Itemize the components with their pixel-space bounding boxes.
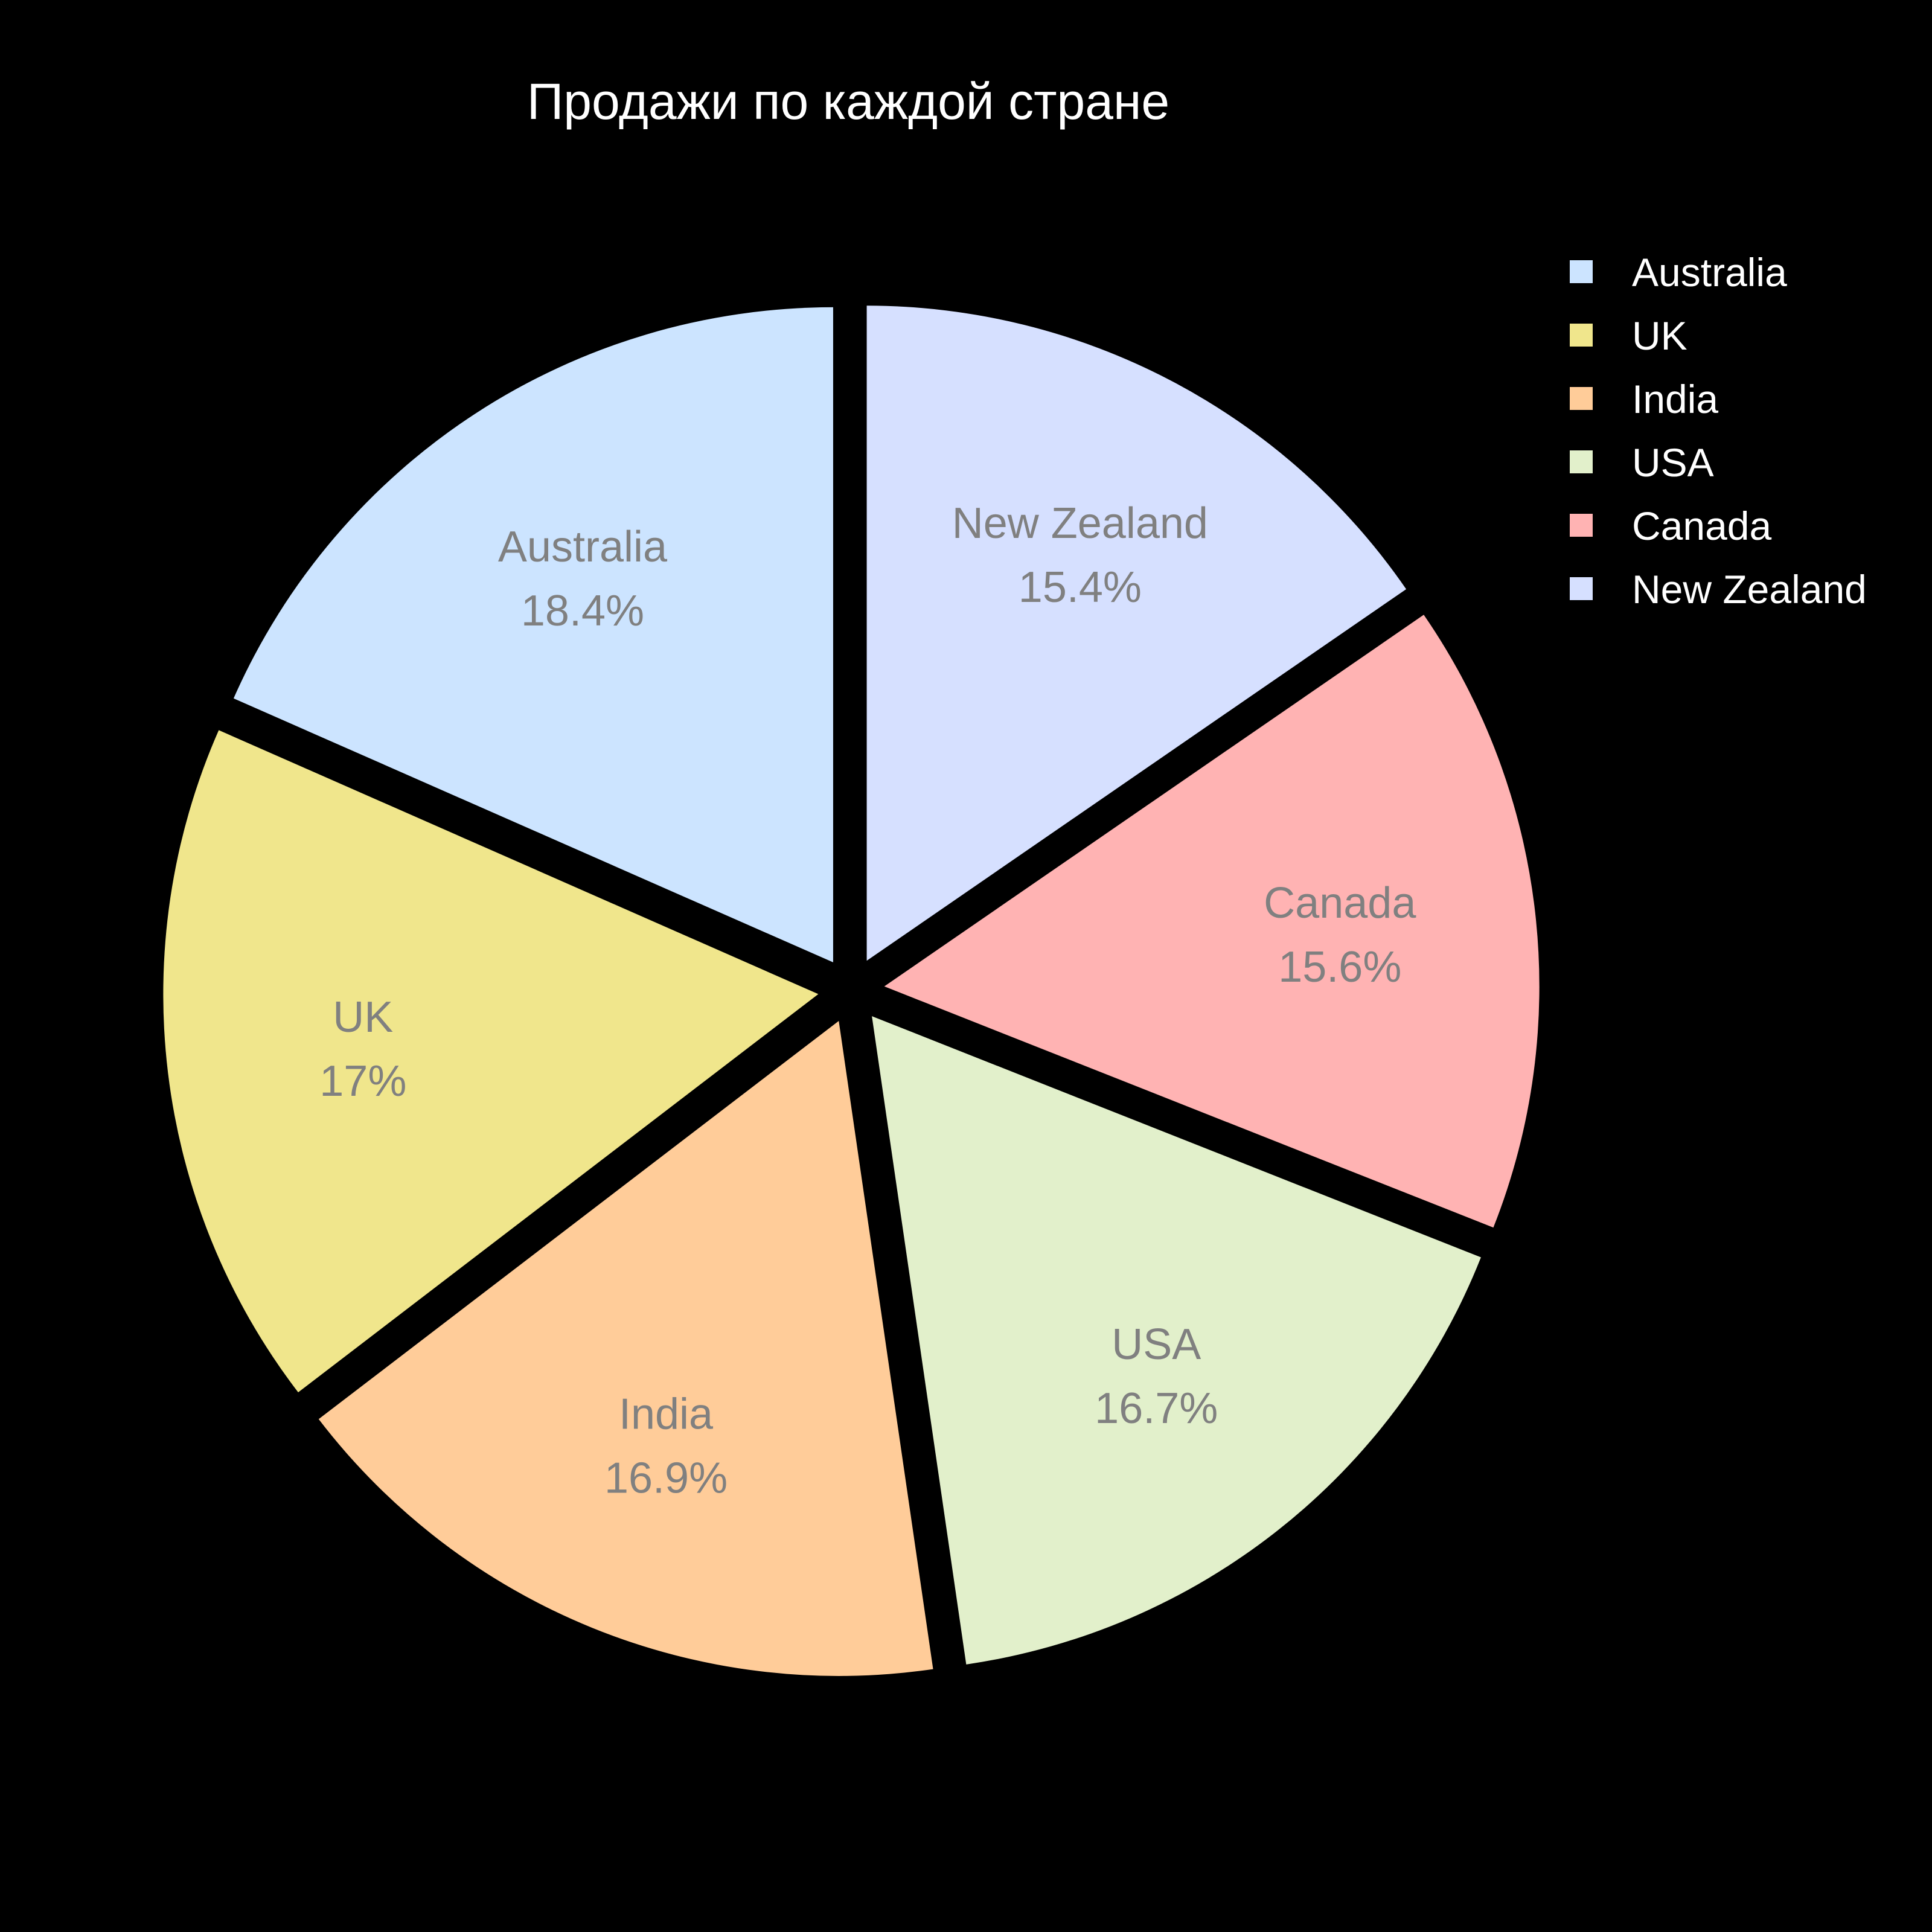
slice-name-label: UK [333, 993, 393, 1041]
legend-swatch [1570, 577, 1593, 600]
legend-swatch [1570, 387, 1593, 410]
legend-swatch [1570, 260, 1593, 283]
slice-name-label: USA [1112, 1320, 1201, 1369]
legend-item-australia: Australia [1570, 250, 1787, 295]
slice-percent-label: 16.9% [604, 1454, 728, 1502]
slice-labels-layer: Australia 18.4% UK 17% India 16.9% USA 16.7% Can… [319, 499, 1416, 1502]
legend-label: USA [1632, 440, 1714, 485]
legend-item-canada: Canada [1570, 504, 1771, 548]
slices-layer [163, 305, 1540, 1676]
slice-name-label: Australia [498, 523, 668, 571]
legend-item-usa: USA [1570, 440, 1714, 485]
legend-label: New Zealand [1632, 567, 1867, 612]
legend-label: Australia [1632, 250, 1787, 295]
legend-label: Canada [1632, 504, 1771, 548]
slice-percent-label: 18.4% [521, 587, 644, 635]
pie-slice-canada [884, 615, 1540, 1228]
slice-percent-label: 15.4% [1019, 563, 1142, 612]
pie-slice-usa [872, 1016, 1481, 1665]
pie-slice-australia [233, 307, 833, 962]
legend-swatch [1570, 450, 1593, 473]
legend-item-india: India [1570, 377, 1718, 421]
legend-item-new-zealand: New Zealand [1570, 567, 1867, 612]
slice-name-label: India [619, 1390, 714, 1438]
legend-label: UK [1632, 313, 1687, 358]
legend-label: India [1632, 377, 1718, 421]
pie-slice-uk [163, 730, 819, 1393]
slice-percent-label: 17% [319, 1057, 406, 1105]
slice-name-label: Canada [1264, 879, 1416, 927]
pie-slice-new-zealand [866, 305, 1407, 961]
chart-title: Продажи по каждой стране [527, 73, 1169, 130]
slice-percent-label: 15.6% [1278, 943, 1401, 991]
legend-swatch [1570, 324, 1593, 347]
slice-name-label: New Zealand [952, 499, 1208, 548]
legend-swatch [1570, 514, 1593, 537]
legend-item-uk: UK [1570, 313, 1687, 358]
legend: Australia UK India USA Canada New Zealand [1570, 250, 1867, 612]
slice-percent-label: 16.7% [1095, 1384, 1218, 1433]
pie-slice-india [318, 1020, 933, 1676]
